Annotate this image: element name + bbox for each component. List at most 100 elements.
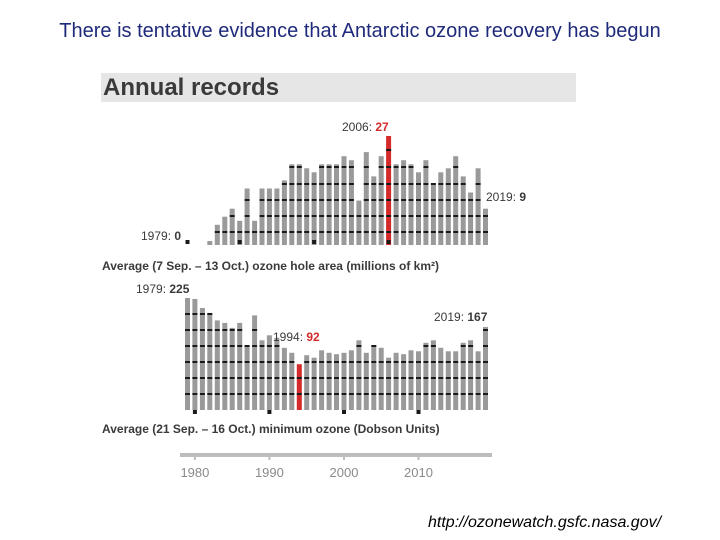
area-gridmark <box>408 231 414 233</box>
axis-tick-1990 <box>268 453 271 460</box>
area-gridmark <box>363 166 369 168</box>
area-gridmark <box>311 215 317 217</box>
area-gridmark <box>356 215 362 217</box>
ozone-gridmark <box>356 393 362 395</box>
ozone-gridmark <box>475 377 481 379</box>
area-gridmark <box>296 166 302 168</box>
area-gridmark <box>393 166 399 168</box>
area-gridmark <box>460 231 466 233</box>
ozone-gridmark <box>304 361 310 363</box>
ozone-gridmark <box>222 329 228 331</box>
area-gridmark <box>386 199 392 201</box>
ozone-gridmark <box>430 377 436 379</box>
area-gridmark <box>401 166 407 168</box>
area-gridmark <box>416 215 421 217</box>
area-gridmark <box>393 199 399 201</box>
ozone-gridmark <box>311 361 317 363</box>
ozone-bar-2010 <box>416 351 421 410</box>
axis-tick-label-1980: 1980 <box>180 465 209 480</box>
ozone-gridmark <box>334 377 339 379</box>
ozone-gridmark <box>371 361 377 363</box>
area-bar-2008 <box>401 160 407 245</box>
ozone-gridmark <box>266 393 272 395</box>
ozone-gridmark <box>319 361 325 363</box>
axis-line <box>180 453 492 457</box>
year-axis: 1980 1990 2000 2010 <box>180 453 492 480</box>
ozone-bar-2008 <box>401 354 407 410</box>
ozone-gridmark <box>483 393 488 395</box>
ozone-gridmark <box>237 345 243 347</box>
area-gridmark <box>401 183 407 185</box>
area-gridmark <box>453 183 459 185</box>
ozone-gridmark <box>192 329 198 331</box>
ozone-gridmark <box>378 393 384 395</box>
area-gridmark <box>341 199 347 201</box>
ozone-gridmark <box>445 377 451 379</box>
area-gridmark <box>438 183 444 185</box>
area-gridmark <box>363 183 369 185</box>
area-gridmark <box>319 199 325 201</box>
area-gridmark <box>371 215 377 217</box>
area-gridmark <box>460 199 466 201</box>
ozone-gridmark <box>356 345 362 347</box>
area-gridmark <box>304 183 310 185</box>
area-bar-2009 <box>408 164 414 245</box>
ozone-axis-label: Average (21 Sep. – 16 Oct.) minimum ozon… <box>102 422 440 436</box>
ozone-gridmark <box>222 377 228 379</box>
area-bar-1999 <box>334 164 339 245</box>
area-gridmark <box>445 183 451 185</box>
annotation-ozone-2019: 2019: 167 <box>434 310 488 324</box>
ozone-gridmark <box>438 361 444 363</box>
source-link[interactable]: http://ozonewatch.gsfc.nasa.gov/ <box>428 514 662 531</box>
ozone-gridmark <box>348 393 354 395</box>
ozone-gridmark <box>341 377 347 379</box>
ozone-gridmark <box>296 393 302 395</box>
ozone-bar-1980 <box>192 299 198 410</box>
area-gridmark <box>445 199 451 201</box>
area-gridmark <box>430 231 436 233</box>
slide-title: There is tentative evidence that Antarct… <box>59 20 661 42</box>
ozone-bar-1997 <box>319 350 325 410</box>
area-gridmark <box>453 215 459 217</box>
area-bar-1997 <box>319 164 325 245</box>
area-gridmark <box>393 183 399 185</box>
ozone-gridmark <box>266 345 272 347</box>
area-gridmark <box>259 231 265 233</box>
ozone-gridmark <box>229 393 235 395</box>
ozone-bar-1979 <box>185 298 190 410</box>
ozone-gridmark <box>423 377 429 379</box>
area-gridmark <box>281 183 287 185</box>
ozone-gridmark <box>185 393 190 395</box>
area-gridmark <box>483 215 488 217</box>
area-gridmark <box>311 231 317 233</box>
ozone-gridmark <box>259 377 265 379</box>
ozone-gridmark <box>408 393 414 395</box>
area-gridmark <box>289 166 295 168</box>
axis-tick-label-2000: 2000 <box>330 465 359 480</box>
ozone-gridmark <box>244 361 250 363</box>
area-bar-1995 <box>304 168 310 245</box>
area-gridmark <box>386 166 392 168</box>
ozone-gridmark <box>319 393 325 395</box>
area-gridmark <box>348 231 354 233</box>
area-gridmark <box>378 231 384 233</box>
ozone-gridmark <box>423 345 429 347</box>
area-gridmark <box>453 231 459 233</box>
area-gridmark <box>401 215 407 217</box>
ozone-bar-1990 <box>266 335 272 410</box>
annotation-ozone-1994: 1994: 92 <box>273 330 320 344</box>
ozone-gridmark <box>252 377 258 379</box>
area-gridmark <box>237 231 243 233</box>
area-gridmark <box>363 199 369 201</box>
ozone-gridmark <box>207 329 213 331</box>
ozone-gridmark <box>244 393 250 395</box>
ozone-gridmark <box>259 345 265 347</box>
ozone-gridmark <box>281 377 287 379</box>
ozone-bar-1981 <box>199 308 205 410</box>
area-gridmark <box>438 199 444 201</box>
area-gridmark <box>468 231 474 233</box>
ozone-gridmark <box>214 377 220 379</box>
area-gridmark <box>416 199 421 201</box>
ozone-gridmark <box>438 377 444 379</box>
area-bar-2018 <box>475 168 481 245</box>
